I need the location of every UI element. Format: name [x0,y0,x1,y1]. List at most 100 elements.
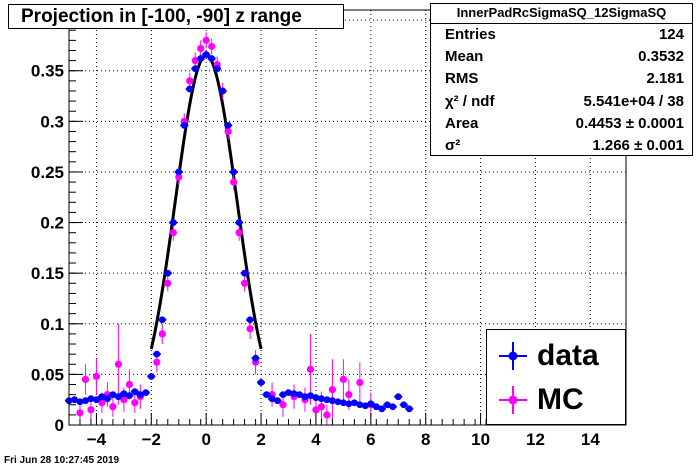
data-point [169,219,177,226]
data-point [104,395,111,403]
mc-point [158,330,166,338]
legend-marker-mc [499,386,527,414]
data-point [164,269,172,277]
stats-row-area: Area 0.4453 ± 0.0001 [431,113,692,135]
data-point [252,354,259,362]
stats-label: Entries [445,26,496,43]
data-point [153,350,161,358]
stats-row-entries: Entries 124 [431,24,692,46]
mc-point [169,229,177,237]
x-tick-label: −2 [142,430,161,449]
legend-label-data: data [537,339,599,372]
y-tick-label: 0.25 [31,163,64,182]
stats-value: 124 [658,26,684,43]
data-point [186,85,194,93]
mc-point [323,411,331,419]
mc-point [125,380,133,389]
mc-point [120,396,128,404]
mc-point [81,375,90,384]
stats-row-chi2: χ² / ndf 5.541e+04 / 38 [431,91,692,113]
data-point [202,51,210,58]
mc-point [317,403,326,411]
y-tick-label: 0.35 [31,62,64,81]
mc-point [109,403,117,411]
data-point [197,55,205,62]
data-point [230,168,238,176]
data-point [394,393,402,401]
mc-point [328,385,337,394]
data-point [235,219,243,226]
mc-point [164,279,172,287]
mc-point [241,279,249,287]
mc-point [92,372,101,381]
stats-label: Mean [445,48,484,66]
data-point [213,65,221,73]
data-point [175,168,183,176]
data-series [65,51,414,413]
stats-histogram-name: InnerPadRcSigmaSQ_12SigmaSQ [431,4,692,24]
data-point [241,269,249,277]
data-point [224,121,232,129]
data-point [246,316,254,324]
stats-label: σ² [445,136,461,154]
mc-point [202,36,210,44]
data-point [405,405,413,413]
mc-point [224,127,232,136]
stats-value: 2.181 [646,70,684,88]
mc-point [339,375,347,384]
y-tick-label: 0.3 [40,112,64,131]
data-point [219,87,227,95]
x-tick-label: 2 [256,430,265,449]
data-point [180,121,188,129]
mc-point [186,77,194,85]
x-tick-label: 4 [311,430,321,449]
stats-value: 5.541e+04 / 38 [583,92,684,110]
data-point [131,388,139,395]
mc-point [235,229,243,237]
data-point [147,373,155,380]
x-tick-label: 0 [201,430,210,449]
legend-label-mc: MC [537,383,584,416]
stats-row-rms: RMS 2.181 [431,68,692,90]
mc-point [114,360,122,368]
data-point [378,405,386,413]
x-tick-label: −4 [87,430,107,449]
stats-row-sigma2: σ² 1.266 ± 0.001 [431,135,692,157]
x-tick-label: 6 [366,430,375,449]
legend-entry-data: data [487,336,625,376]
x-tick-label: 8 [421,430,430,449]
y-tick-label: 0.15 [31,264,64,283]
legend: data MC [486,329,626,425]
data-point [274,397,281,405]
data-point [208,55,216,62]
plot-title: Projection in [-100, -90] z range [8,4,344,29]
data-point [158,316,166,324]
mc-point [345,391,353,399]
data-point [367,400,375,408]
data-point [257,379,265,386]
mc-point [98,399,106,407]
data-point [114,393,122,401]
y-tick-label: 0.1 [40,315,64,334]
stats-box: InnerPadRcSigmaSQ_12SigmaSQ Entries 124 … [430,3,693,156]
mc-point [87,406,95,414]
mc-point [356,378,364,387]
stats-row-mean: Mean 0.3532 [431,46,692,68]
stats-label: Area [445,114,479,132]
stats-label: RMS [445,70,479,88]
mc-point [230,178,238,186]
mc-point [76,409,84,417]
x-tick-label: 12 [526,430,545,449]
y-tick-label: 0.2 [40,214,64,233]
stats-value: 1.266 ± 0.001 [592,136,684,154]
legend-marker-data [499,342,527,370]
mc-point [279,401,287,409]
plot-frame [68,9,627,426]
mc-point [175,173,183,181]
mc-point [131,399,139,407]
mc-point [208,42,216,51]
y-tick-label: 0 [55,416,64,435]
mc-point [246,325,254,333]
data-point [263,391,270,399]
mc-point [306,365,315,373]
